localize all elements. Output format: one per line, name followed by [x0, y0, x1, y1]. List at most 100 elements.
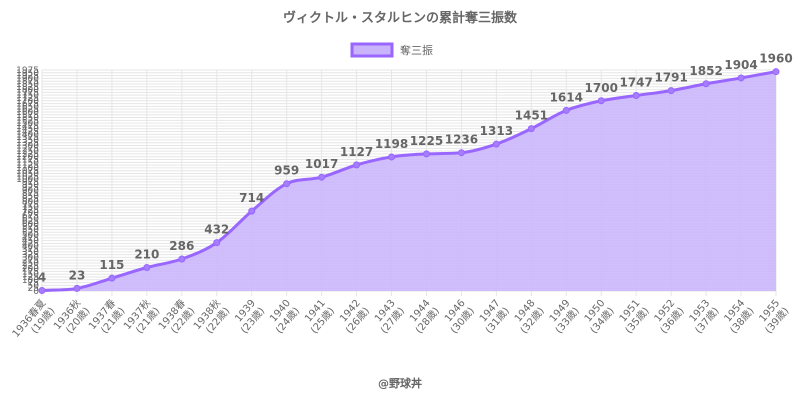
y-tick-label: 450	[22, 237, 39, 247]
data-label: 1700	[585, 81, 618, 95]
y-tick-label: 925	[22, 183, 39, 193]
data-point[interactable]	[772, 68, 780, 76]
data-point[interactable]	[457, 149, 465, 157]
y-tick-label: 750	[22, 203, 39, 213]
data-point[interactable]	[178, 255, 186, 263]
data-point[interactable]	[73, 284, 81, 292]
data-point[interactable]	[283, 180, 291, 188]
y-tick-label: 725	[22, 206, 39, 216]
y-tick-label: 1300	[16, 142, 39, 152]
plot-area	[38, 68, 780, 295]
y-tick-label: 1875	[16, 77, 39, 87]
x-tick-label: 1936秋(20歳)	[51, 296, 93, 339]
y-tick-label: 1900	[16, 74, 39, 84]
x-tick-label: 1946(30歳)	[440, 298, 477, 336]
y-tick-label: 1275	[16, 144, 39, 154]
data-point[interactable]	[422, 150, 430, 158]
data-label: 115	[99, 258, 124, 272]
y-tick-label: 900	[22, 186, 39, 196]
data-point[interactable]	[667, 87, 675, 95]
y-tick-label: 1125	[16, 161, 39, 171]
y-tick-label: 200	[22, 265, 39, 275]
data-point[interactable]	[388, 153, 396, 161]
x-axis: 1936春夏(19歳)1936秋(20歳)1937春(21歳)1937秋(21歳…	[10, 296, 792, 347]
y-tick-label: 125	[22, 273, 39, 283]
data-label: 1614	[550, 90, 583, 104]
data-point[interactable]	[702, 80, 710, 88]
y-tick-label: 1100	[16, 164, 39, 174]
y-tick-label: 850	[22, 192, 39, 202]
data-point[interactable]	[527, 125, 535, 133]
data-point[interactable]	[353, 161, 361, 169]
data-point[interactable]	[737, 74, 745, 82]
y-tick-label: 50	[28, 281, 40, 291]
x-tick-label: 1951(35歳)	[614, 298, 651, 336]
y-tick-label: 225	[22, 262, 39, 272]
data-label: 1225	[410, 134, 443, 148]
y-tick-label: 1500	[16, 119, 39, 129]
y-tick-label: 775	[22, 200, 39, 210]
y-tick-label: 1675	[16, 100, 39, 110]
y-tick-label: 1475	[16, 122, 39, 132]
x-tick-label: 1942(26歳)	[335, 298, 372, 336]
data-label: 210	[134, 248, 159, 262]
x-tick-label: 1941(25歳)	[300, 298, 337, 336]
y-tick-label: 1625	[16, 105, 39, 115]
data-label: 1236	[445, 133, 478, 147]
y-tick-label: 1425	[16, 128, 39, 138]
y-tick-label: 475	[22, 234, 39, 244]
y-tick-label: 1025	[16, 172, 39, 182]
data-point[interactable]	[492, 140, 500, 148]
data-point[interactable]	[143, 264, 151, 272]
x-tick-label: 1950(34歳)	[579, 298, 616, 336]
data-label: 1904	[724, 58, 757, 72]
data-label: 1791	[654, 71, 687, 85]
y-tick-label: 1150	[16, 158, 39, 168]
y-tick-label: 575	[22, 223, 39, 233]
x-tick-label: 1949(33歳)	[545, 298, 582, 336]
x-tick-label: 1937春(21歳)	[86, 297, 127, 340]
y-tick-label: 325	[22, 251, 39, 261]
y-tick-label: 1200	[16, 153, 39, 163]
data-point[interactable]	[562, 106, 570, 114]
legend-label: 奪三振	[400, 43, 433, 57]
legend[interactable]: 奪三振	[350, 42, 433, 58]
data-point[interactable]	[108, 274, 116, 282]
data-label: 1198	[375, 137, 408, 151]
chart-title: ヴィクトル・スタルヒンの累計奪三振数	[283, 10, 518, 26]
x-tick-label: 1944(28歳)	[405, 298, 442, 336]
data-label: 1127	[340, 145, 373, 159]
y-tick-label: 1925	[16, 72, 39, 82]
data-label: 1313	[480, 124, 513, 138]
y-tick-label: 425	[22, 239, 39, 249]
y-tick-label: 950	[22, 181, 39, 191]
x-tick-label: 1940(24歳)	[265, 298, 302, 336]
data-point[interactable]	[318, 173, 326, 181]
data-label: 1747	[619, 76, 652, 90]
y-tick-label: 1400	[16, 130, 39, 140]
legend-swatch	[350, 42, 394, 58]
y-tick-label: 675	[22, 211, 39, 221]
y-tick-label: 525	[22, 228, 39, 238]
y-tick-label: 1000	[16, 175, 39, 185]
x-tick-label: 1955(39歳)	[754, 298, 791, 336]
y-tick-label: 1550	[16, 114, 39, 124]
data-label: 1852	[689, 64, 722, 78]
y-tick-label: 1175	[16, 156, 39, 166]
y-tick-label: 300	[22, 253, 39, 263]
y-tick-label: 1800	[16, 86, 39, 96]
data-point[interactable]	[248, 207, 256, 215]
data-point[interactable]	[38, 287, 46, 295]
data-point[interactable]	[597, 97, 605, 105]
y-tick-label: 650	[22, 214, 39, 224]
x-tick-label: 1952(36歳)	[649, 298, 686, 336]
y-tick-label: 1850	[16, 80, 39, 90]
x-tick-label: 1937秋(21歳)	[120, 296, 162, 339]
x-tick-label: 1939(23歳)	[230, 298, 267, 336]
y-tick-label: 1825	[16, 83, 39, 93]
x-tick-label: 1936春夏(19歳)	[10, 297, 58, 347]
data-label: 1451	[515, 109, 548, 123]
data-point[interactable]	[632, 92, 640, 100]
data-point[interactable]	[213, 239, 221, 247]
